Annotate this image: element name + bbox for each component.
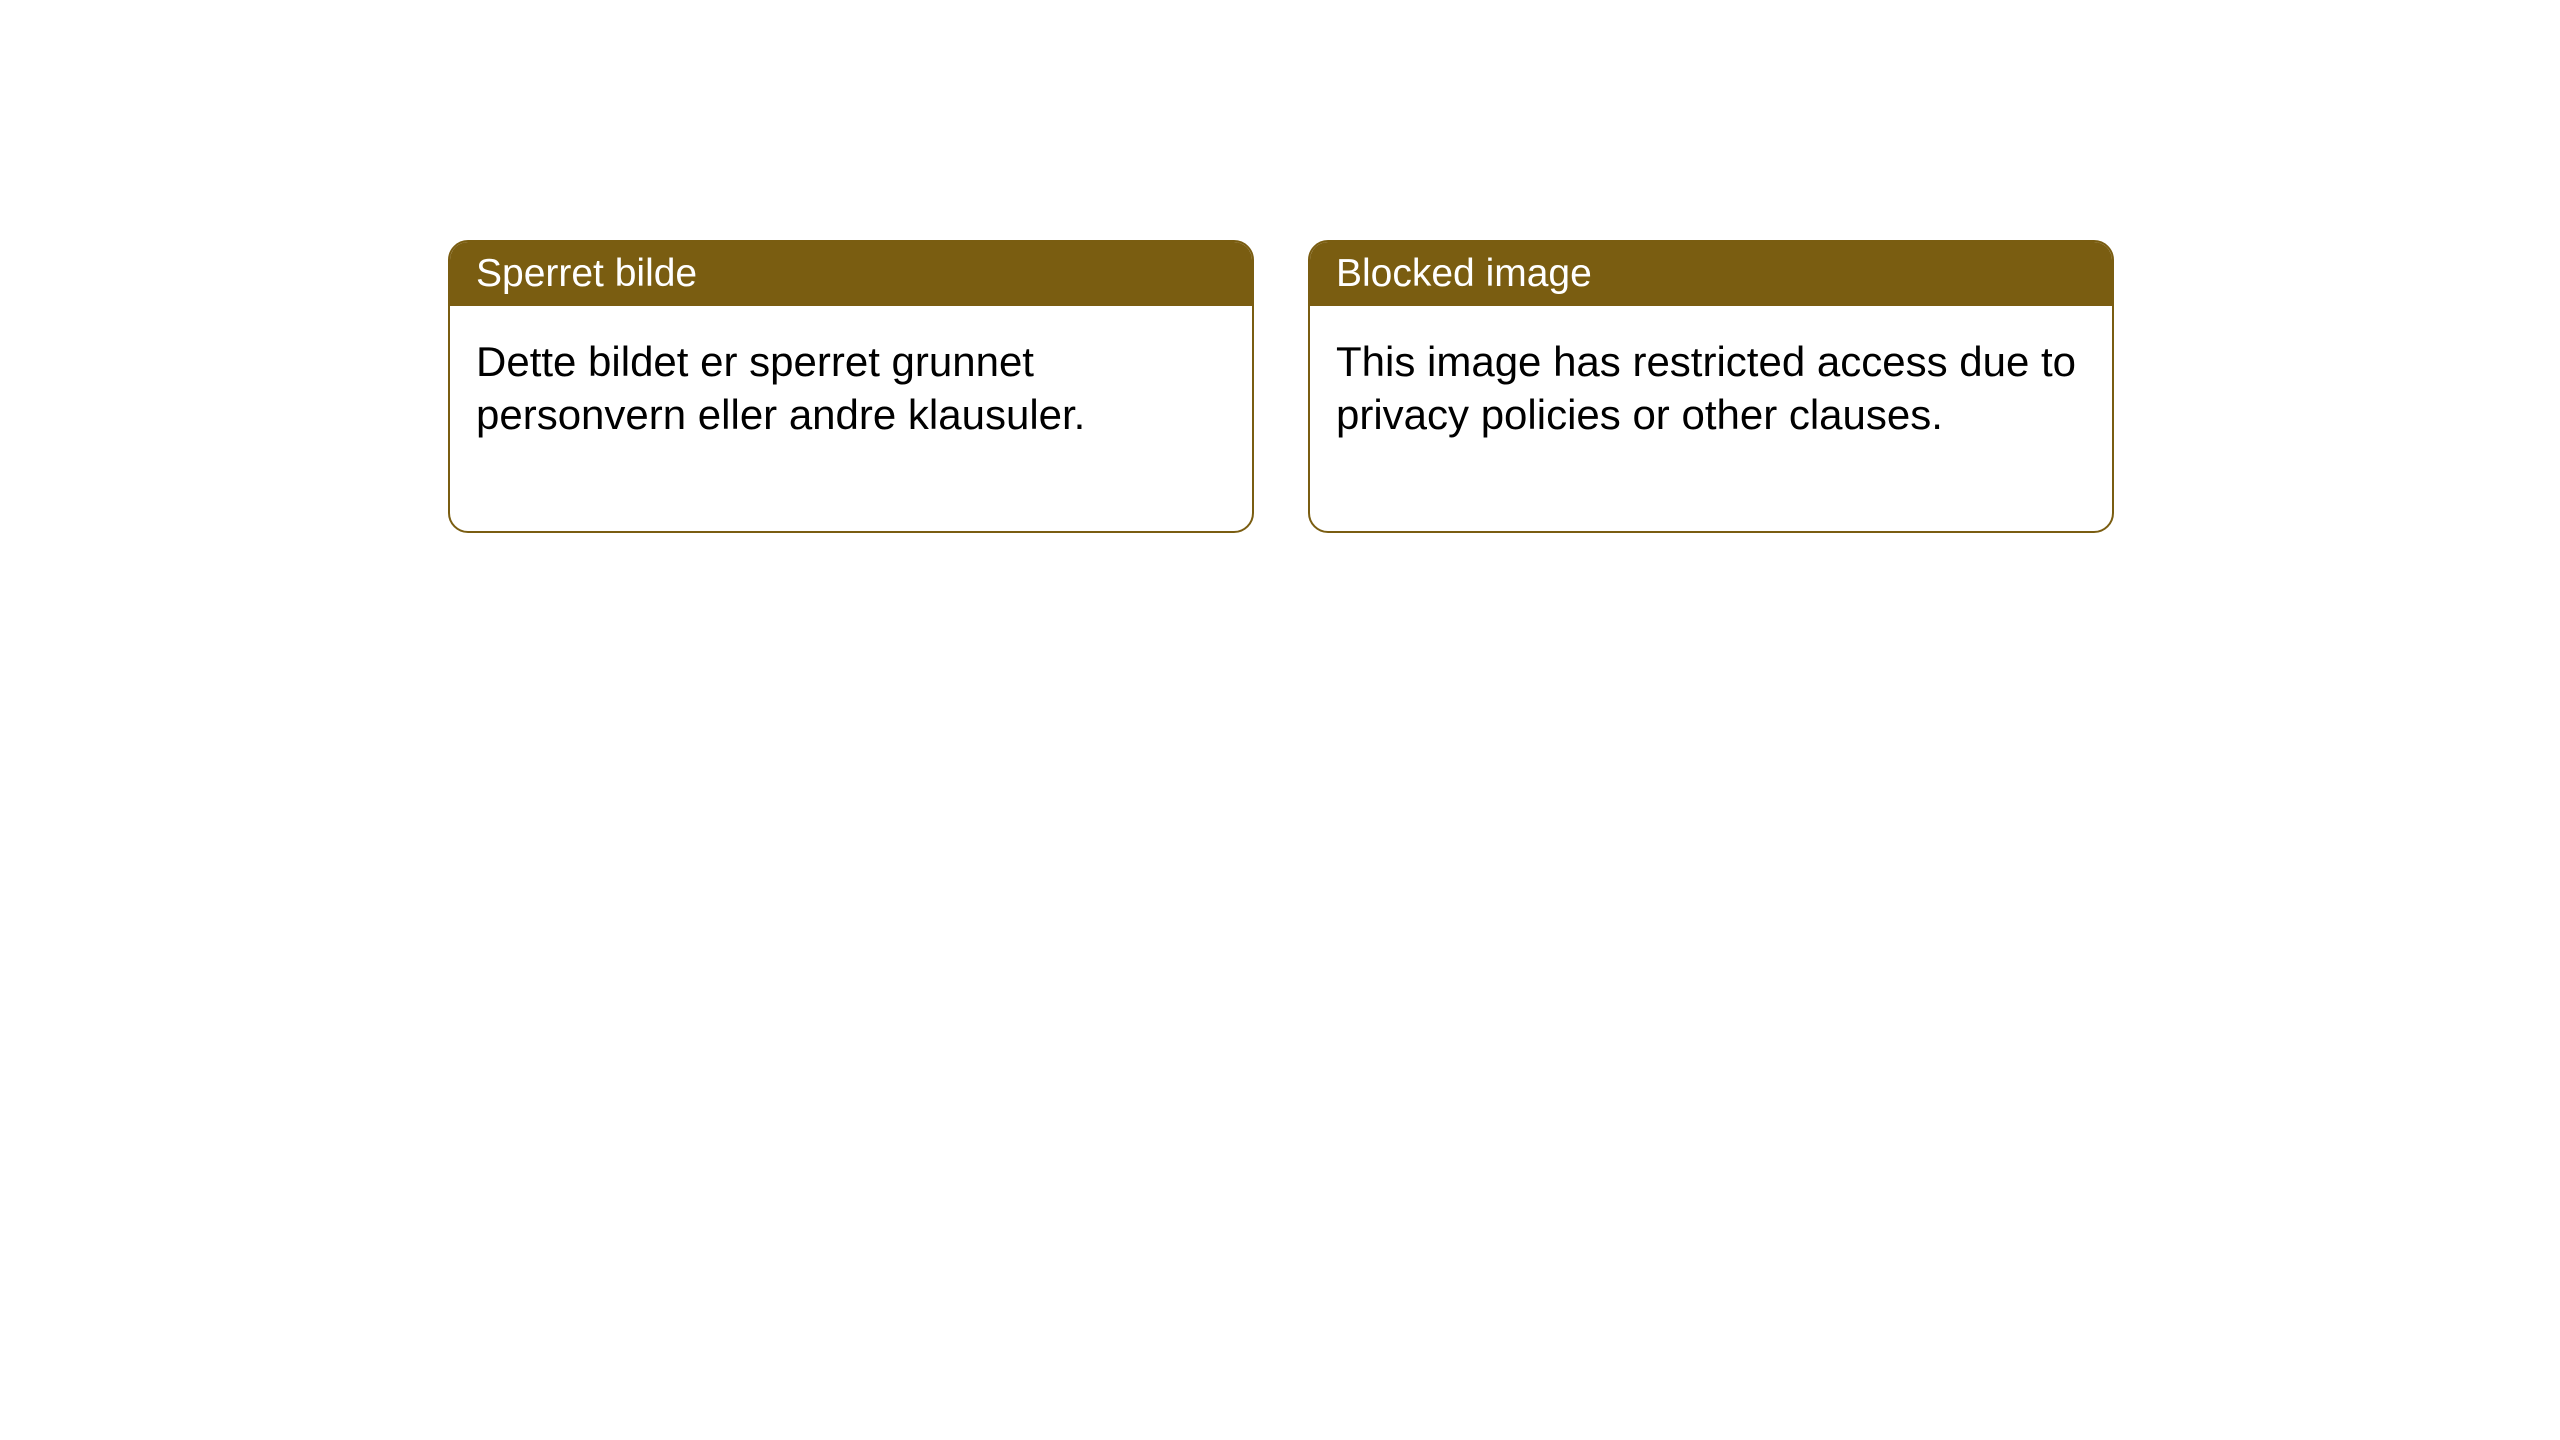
notice-card-body: This image has restricted access due to … [1310, 306, 2112, 531]
notice-card-norwegian: Sperret bilde Dette bildet er sperret gr… [448, 240, 1254, 533]
notice-card-english: Blocked image This image has restricted … [1308, 240, 2114, 533]
notice-card-title: Sperret bilde [450, 242, 1252, 306]
notice-card-body: Dette bildet er sperret grunnet personve… [450, 306, 1252, 531]
notice-container: Sperret bilde Dette bildet er sperret gr… [0, 0, 2560, 533]
notice-card-title: Blocked image [1310, 242, 2112, 306]
